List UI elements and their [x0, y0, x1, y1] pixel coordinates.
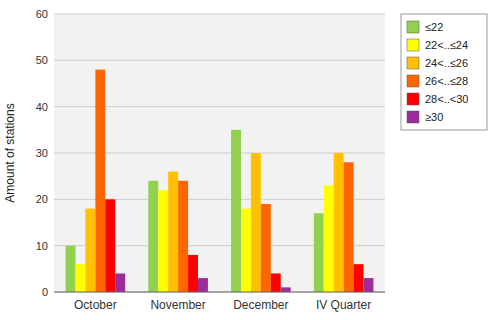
y-axis-label: Amount of stations: [3, 103, 17, 202]
legend-swatch: [407, 39, 419, 51]
x-tick-label: December: [233, 298, 288, 312]
y-tick-label: 60: [36, 8, 48, 20]
y-tick-label: 30: [36, 147, 48, 159]
bar: [85, 209, 95, 292]
bar: [66, 246, 76, 292]
bar: [363, 278, 373, 292]
bar: [158, 190, 168, 292]
y-tick-label: 0: [42, 286, 48, 298]
grid-line: [54, 60, 385, 61]
legend-label: ≥30: [425, 111, 443, 123]
legend-swatch: [407, 21, 419, 33]
grid-line: [54, 292, 385, 293]
legend-label: 24<..≤26: [425, 57, 468, 69]
y-tick-label: 50: [36, 54, 48, 66]
legend: ≤22 22<..≤24 24<..≤26 26<..≤28 28<..<30 ≥30: [401, 14, 487, 130]
bar: [76, 264, 86, 292]
bar: [261, 204, 271, 292]
x-axis-line: [54, 292, 385, 293]
bar: [271, 273, 281, 292]
legend-swatch: [407, 57, 419, 69]
legend-swatch: [407, 75, 419, 87]
bar: [105, 199, 115, 292]
bar: [334, 153, 344, 292]
grid-line: [54, 14, 385, 15]
bar: [168, 172, 178, 292]
legend-label: ≤22: [425, 21, 443, 33]
legend-swatch: [407, 111, 419, 123]
bar: [115, 273, 125, 292]
legend-box: [401, 14, 487, 130]
plot-area: [54, 14, 385, 292]
bar: [198, 278, 208, 292]
chart: 0 10 20 30 40 50 60 Amount of stations October No…: [0, 0, 493, 320]
bar: [241, 209, 251, 292]
x-tick-label: November: [150, 298, 205, 312]
legend-label: 28<..<30: [425, 93, 468, 105]
y-tick-label: 40: [36, 101, 48, 113]
bar: [231, 130, 241, 292]
x-tick-label: IV Quarter: [316, 298, 371, 312]
bar: [344, 162, 354, 292]
x-tick-label: October: [74, 298, 117, 312]
bar: [95, 70, 105, 292]
bar: [188, 255, 198, 292]
bar: [324, 185, 334, 292]
bar: [354, 264, 364, 292]
legend-swatch: [407, 93, 419, 105]
bar: [148, 181, 158, 292]
bar: [281, 287, 291, 292]
bar: [178, 181, 188, 292]
bar: [251, 153, 261, 292]
bar: [314, 213, 324, 292]
legend-label: 26<..≤28: [425, 75, 468, 87]
y-tick-label: 10: [36, 240, 48, 252]
legend-label: 22<..≤24: [425, 39, 468, 51]
y-tick-label: 20: [36, 193, 48, 205]
